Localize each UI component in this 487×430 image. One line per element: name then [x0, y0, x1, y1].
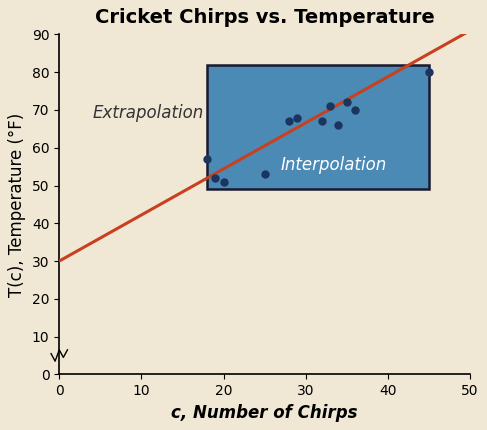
- Point: [211, 175, 219, 181]
- Y-axis label: T(c), Temperature (°F): T(c), Temperature (°F): [8, 112, 26, 297]
- Text: Interpolation: Interpolation: [281, 157, 387, 175]
- Point: [343, 99, 351, 106]
- Point: [326, 103, 334, 110]
- Point: [351, 107, 359, 114]
- Point: [294, 114, 301, 121]
- Point: [335, 122, 342, 129]
- Point: [318, 118, 326, 125]
- Title: Cricket Chirps vs. Temperature: Cricket Chirps vs. Temperature: [94, 8, 434, 28]
- Point: [261, 171, 268, 178]
- Bar: [207, 64, 429, 189]
- Text: Extrapolation: Extrapolation: [92, 104, 204, 122]
- X-axis label: c, Number of Chirps: c, Number of Chirps: [171, 404, 358, 422]
- Point: [203, 156, 211, 163]
- Point: [285, 118, 293, 125]
- Point: [425, 69, 433, 76]
- Point: [220, 178, 227, 185]
